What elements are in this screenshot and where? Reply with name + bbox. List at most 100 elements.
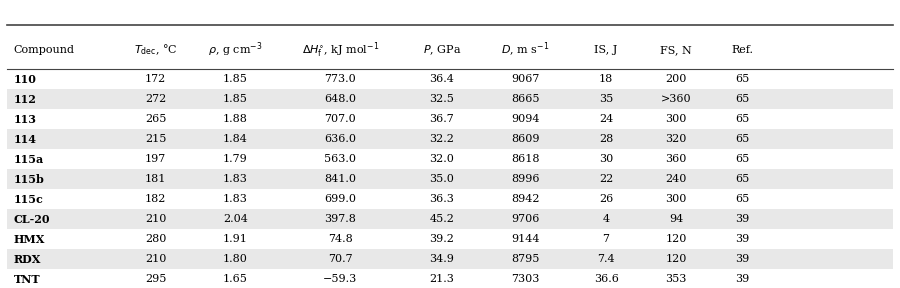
Text: 172: 172 — [145, 75, 166, 84]
Text: 7303: 7303 — [511, 274, 540, 285]
Text: 215: 215 — [145, 134, 166, 145]
Text: 9067: 9067 — [511, 75, 540, 84]
Text: 200: 200 — [666, 75, 687, 84]
Text: 28: 28 — [599, 134, 613, 145]
Text: 36.7: 36.7 — [429, 114, 454, 124]
Text: 1.91: 1.91 — [223, 234, 248, 245]
Text: 65: 65 — [735, 75, 749, 84]
Text: 648.0: 648.0 — [324, 94, 356, 105]
Text: 39.2: 39.2 — [429, 234, 454, 245]
Text: 295: 295 — [145, 274, 166, 285]
Text: 8665: 8665 — [511, 94, 540, 105]
Text: 300: 300 — [666, 194, 687, 204]
Text: 2.04: 2.04 — [223, 215, 248, 224]
Text: 8996: 8996 — [511, 175, 540, 185]
Bar — [7, 209, 893, 230]
Text: $\rho$, g cm$^{-3}$: $\rho$, g cm$^{-3}$ — [208, 41, 263, 59]
Text: $D$, m s$^{-1}$: $D$, m s$^{-1}$ — [501, 41, 550, 59]
Text: 360: 360 — [666, 154, 687, 164]
Text: 265: 265 — [145, 114, 166, 124]
Text: 120: 120 — [666, 234, 687, 245]
Text: 115b: 115b — [14, 174, 44, 185]
Text: 699.0: 699.0 — [324, 194, 356, 204]
Text: 1.79: 1.79 — [223, 154, 248, 164]
Text: 9144: 9144 — [511, 234, 540, 245]
Text: 30: 30 — [599, 154, 613, 164]
Text: 841.0: 841.0 — [324, 175, 356, 185]
Text: 65: 65 — [735, 154, 749, 164]
Text: 300: 300 — [666, 114, 687, 124]
Bar — [7, 249, 893, 270]
Text: 7.4: 7.4 — [598, 255, 615, 264]
Text: 8618: 8618 — [511, 154, 540, 164]
Text: $\Delta H^{\circ}_{\rm f}$, kJ mol$^{-1}$: $\Delta H^{\circ}_{\rm f}$, kJ mol$^{-1}… — [302, 40, 379, 60]
Text: 115a: 115a — [14, 154, 44, 165]
Text: RDX: RDX — [14, 254, 40, 265]
Text: 34.9: 34.9 — [429, 255, 454, 264]
Text: 1.84: 1.84 — [223, 134, 248, 145]
Text: 112: 112 — [14, 94, 36, 105]
Text: $T_{\rm dec}$, °C: $T_{\rm dec}$, °C — [134, 43, 177, 57]
Text: 32.5: 32.5 — [429, 94, 454, 105]
Text: 272: 272 — [145, 94, 166, 105]
Text: 9706: 9706 — [511, 215, 540, 224]
Text: 120: 120 — [666, 255, 687, 264]
Text: 36.4: 36.4 — [429, 75, 454, 84]
Text: 39: 39 — [735, 215, 749, 224]
Text: CL-20: CL-20 — [14, 214, 50, 225]
Bar — [7, 130, 893, 149]
Text: 94: 94 — [670, 215, 683, 224]
Text: 65: 65 — [735, 194, 749, 204]
Text: 1.83: 1.83 — [223, 175, 248, 185]
Text: >360: >360 — [661, 94, 691, 105]
Text: 197: 197 — [145, 154, 166, 164]
Text: 115c: 115c — [14, 194, 43, 205]
Text: 36.3: 36.3 — [429, 194, 454, 204]
Text: 7: 7 — [603, 234, 609, 245]
Text: IS, J: IS, J — [594, 45, 617, 55]
Text: 114: 114 — [14, 134, 37, 145]
Text: 4: 4 — [602, 215, 609, 224]
Text: 35.0: 35.0 — [429, 175, 454, 185]
Bar — [7, 169, 893, 190]
Text: 74.8: 74.8 — [328, 234, 353, 245]
Text: 39: 39 — [735, 255, 749, 264]
Text: 320: 320 — [666, 134, 687, 145]
Text: HMX: HMX — [14, 234, 45, 245]
Text: 182: 182 — [145, 194, 166, 204]
Text: 210: 210 — [145, 255, 166, 264]
Text: 563.0: 563.0 — [324, 154, 356, 164]
Text: 181: 181 — [145, 175, 166, 185]
Bar — [7, 90, 893, 109]
Text: 1.88: 1.88 — [223, 114, 248, 124]
Text: 1.85: 1.85 — [223, 75, 248, 84]
Text: 1.83: 1.83 — [223, 194, 248, 204]
Text: 65: 65 — [735, 175, 749, 185]
Text: TNT: TNT — [14, 274, 40, 285]
Text: 636.0: 636.0 — [324, 134, 356, 145]
Text: 26: 26 — [599, 194, 613, 204]
Text: 210: 210 — [145, 215, 166, 224]
Text: 110: 110 — [14, 74, 36, 85]
Text: 24: 24 — [599, 114, 613, 124]
Text: 397.8: 397.8 — [325, 215, 356, 224]
Text: 113: 113 — [14, 114, 37, 125]
Text: 65: 65 — [735, 114, 749, 124]
Text: 8609: 8609 — [511, 134, 540, 145]
Text: 65: 65 — [735, 134, 749, 145]
Text: Compound: Compound — [14, 45, 75, 55]
Text: FS, N: FS, N — [661, 45, 692, 55]
Text: 21.3: 21.3 — [429, 274, 454, 285]
Text: 36.6: 36.6 — [594, 274, 618, 285]
Text: 35: 35 — [599, 94, 613, 105]
Text: 9094: 9094 — [511, 114, 540, 124]
Text: −59.3: −59.3 — [323, 274, 357, 285]
Text: 32.2: 32.2 — [429, 134, 454, 145]
Text: 1.80: 1.80 — [223, 255, 248, 264]
Text: 8942: 8942 — [511, 194, 540, 204]
Text: 353: 353 — [666, 274, 687, 285]
Text: 240: 240 — [666, 175, 687, 185]
Text: 1.65: 1.65 — [223, 274, 248, 285]
Text: 707.0: 707.0 — [325, 114, 356, 124]
Text: 70.7: 70.7 — [328, 255, 353, 264]
